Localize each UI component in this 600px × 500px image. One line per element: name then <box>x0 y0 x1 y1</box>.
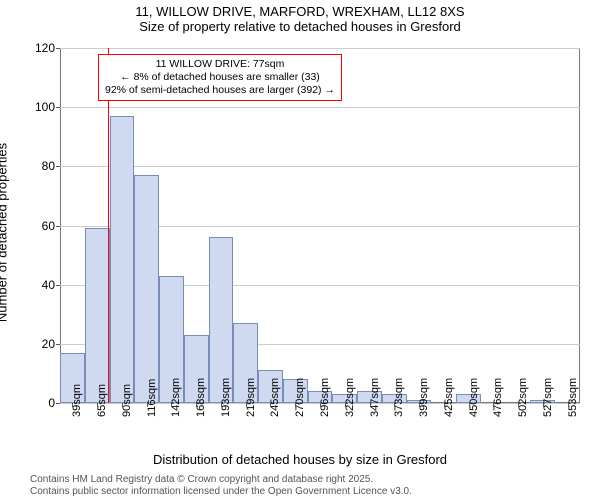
gridline <box>60 166 580 167</box>
y-tick-mark <box>56 285 60 286</box>
x-tick-mark <box>221 403 222 407</box>
y-tick-label: 0 <box>25 396 55 410</box>
x-tick-mark <box>72 403 73 407</box>
x-tick-mark <box>270 403 271 407</box>
y-tick-label: 40 <box>25 278 55 292</box>
y-tick-label: 100 <box>25 100 55 114</box>
chart-titles: 11, WILLOW DRIVE, MARFORD, WREXHAM, LL12… <box>0 4 600 34</box>
info-line-3: 92% of semi-detached houses are larger (… <box>105 84 335 97</box>
x-tick-mark <box>493 403 494 407</box>
y-tick-mark <box>56 344 60 345</box>
chart-container: { "chart": { "type": "histogram", "title… <box>0 0 600 500</box>
gridline <box>60 107 580 108</box>
x-tick-mark <box>122 403 123 407</box>
y-tick-mark <box>56 107 60 108</box>
histogram-bar <box>110 116 135 403</box>
info-line-2: ← 8% of detached houses are smaller (33) <box>105 71 335 84</box>
y-tick-mark <box>56 48 60 49</box>
title-line-2: Size of property relative to detached ho… <box>0 19 600 34</box>
x-tick-mark <box>394 403 395 407</box>
y-tick-label: 80 <box>25 159 55 173</box>
x-tick-mark <box>97 403 98 407</box>
x-tick-mark <box>345 403 346 407</box>
x-tick-mark <box>246 403 247 407</box>
title-line-1: 11, WILLOW DRIVE, MARFORD, WREXHAM, LL12… <box>0 4 600 19</box>
info-line-1: 11 WILLOW DRIVE: 77sqm <box>105 58 335 71</box>
x-tick-mark <box>171 403 172 407</box>
x-tick-mark <box>196 403 197 407</box>
histogram-bar <box>85 228 110 403</box>
x-tick-mark <box>419 403 420 407</box>
histogram-bar <box>134 175 159 403</box>
x-tick-mark <box>370 403 371 407</box>
plot-area: 11 WILLOW DRIVE: 77sqm← 8% of detached h… <box>60 48 580 403</box>
x-tick-mark <box>444 403 445 407</box>
y-tick-mark <box>56 166 60 167</box>
y-tick-label: 60 <box>25 219 55 233</box>
x-tick-mark <box>147 403 148 407</box>
x-tick-mark <box>543 403 544 407</box>
attribution: Contains HM Land Registry data © Crown c… <box>30 474 590 498</box>
y-tick-label: 120 <box>25 41 55 55</box>
y-axis-label: Number of detached properties <box>0 143 10 322</box>
x-axis-label: Distribution of detached houses by size … <box>0 452 600 467</box>
gridline <box>60 48 580 49</box>
info-box: 11 WILLOW DRIVE: 77sqm← 8% of detached h… <box>98 54 342 101</box>
y-tick-mark <box>56 403 60 404</box>
attribution-line-1: Contains HM Land Registry data © Crown c… <box>30 474 590 486</box>
y-tick-label: 20 <box>25 337 55 351</box>
y-tick-mark <box>56 226 60 227</box>
x-tick-mark <box>469 403 470 407</box>
x-tick-mark <box>295 403 296 407</box>
x-tick-mark <box>320 403 321 407</box>
x-tick-mark <box>568 403 569 407</box>
attribution-line-2: Contains public sector information licen… <box>30 486 590 498</box>
x-tick-mark <box>518 403 519 407</box>
